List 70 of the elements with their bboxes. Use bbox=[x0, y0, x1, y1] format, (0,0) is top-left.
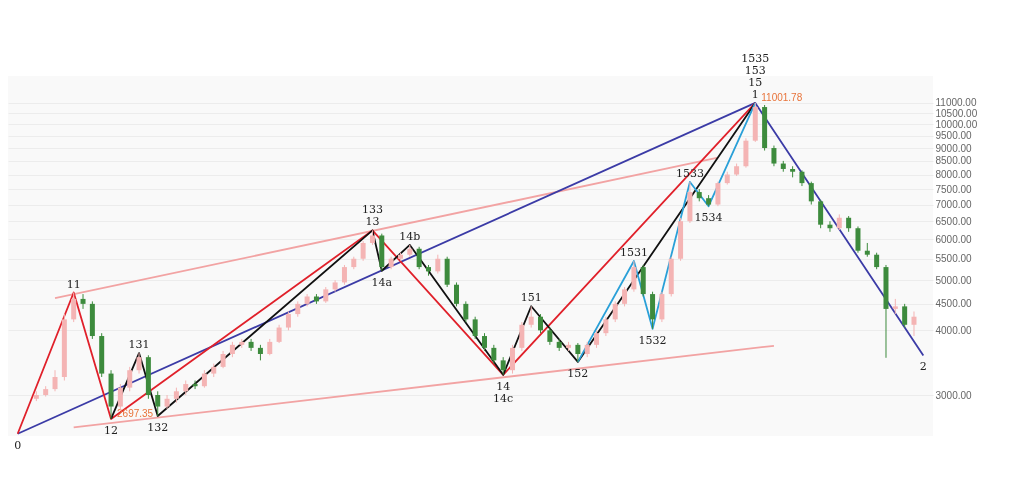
annotation: 14a bbox=[371, 275, 393, 289]
candlestick bbox=[519, 321, 525, 352]
annotation: 131 bbox=[128, 338, 150, 352]
y-tick-label: 11000.00 bbox=[935, 97, 977, 109]
candlestick bbox=[416, 246, 422, 270]
y-tick-label: 9000.00 bbox=[935, 142, 973, 154]
candlestick bbox=[855, 225, 861, 254]
y-tick-label: 8500.00 bbox=[935, 155, 973, 167]
candlestick bbox=[192, 380, 198, 390]
candlestick bbox=[808, 181, 814, 206]
candlestick bbox=[435, 254, 441, 275]
candlestick bbox=[771, 145, 777, 167]
annotation: 14b bbox=[399, 229, 421, 243]
candlestick bbox=[463, 300, 469, 323]
y-tick-label: 4500.00 bbox=[935, 298, 973, 310]
y-tick-label: 6500.00 bbox=[935, 215, 973, 227]
line-series bbox=[576, 102, 757, 363]
candlestick bbox=[360, 240, 366, 262]
y-tick-label: 3000.00 bbox=[935, 389, 973, 401]
data-label: 11001.78 bbox=[761, 91, 803, 103]
annotation: 12 bbox=[104, 423, 119, 437]
annotation: 2 bbox=[919, 360, 927, 374]
candlestick bbox=[472, 316, 478, 340]
candlestick bbox=[248, 338, 254, 352]
candlestick bbox=[575, 342, 581, 363]
annotation: 14 14c bbox=[493, 379, 514, 405]
candlestick bbox=[155, 390, 161, 417]
y-tick-label: 6000.00 bbox=[935, 233, 973, 245]
line-series bbox=[16, 102, 757, 435]
candlestick bbox=[80, 293, 86, 310]
candlestick bbox=[341, 264, 347, 286]
y-tick-label: 5500.00 bbox=[935, 253, 973, 265]
candlestick bbox=[52, 369, 58, 392]
annotation: 152 bbox=[567, 366, 589, 380]
y-tick-label: 10000.00 bbox=[935, 118, 978, 130]
data-label: 2697.35 bbox=[117, 407, 154, 419]
annotation: 11 bbox=[66, 277, 81, 291]
y-tick-label: 8000.00 bbox=[935, 169, 973, 181]
candlestick bbox=[538, 313, 544, 334]
candlestick bbox=[127, 366, 133, 392]
y-tick-label: 5000.00 bbox=[935, 274, 973, 286]
y-tick-label: 7000.00 bbox=[935, 199, 973, 211]
candlestick bbox=[818, 199, 824, 229]
annotation: 133 13 bbox=[361, 203, 383, 229]
candlestick bbox=[136, 352, 142, 375]
y-tick-label: 7500.00 bbox=[935, 183, 973, 195]
line-series bbox=[110, 102, 757, 420]
y-tick-label: 9500.00 bbox=[935, 130, 973, 142]
candlestick bbox=[911, 310, 917, 337]
candlestick bbox=[276, 324, 282, 344]
annotation: 0 bbox=[14, 438, 22, 452]
annotation: 1531 bbox=[619, 246, 648, 260]
y-tick-label: 10500.00 bbox=[935, 107, 978, 119]
annotation: 132 bbox=[147, 420, 169, 434]
candlestick bbox=[612, 300, 618, 323]
candlestick bbox=[715, 181, 721, 207]
annotation: 1532 bbox=[638, 333, 667, 347]
candlestick bbox=[622, 286, 628, 307]
candlestick bbox=[71, 292, 77, 323]
candlestick bbox=[631, 260, 637, 293]
candlestick bbox=[902, 303, 908, 329]
candlestick bbox=[453, 281, 459, 307]
y-tick-label: 4000.00 bbox=[935, 324, 973, 336]
candlestick bbox=[603, 316, 609, 337]
candlestick bbox=[528, 305, 534, 329]
annotation: 151 bbox=[520, 291, 542, 305]
annotation: 1534 bbox=[694, 211, 723, 225]
candlestick bbox=[491, 344, 497, 365]
candlestick bbox=[510, 344, 516, 375]
candlestick bbox=[285, 310, 291, 331]
